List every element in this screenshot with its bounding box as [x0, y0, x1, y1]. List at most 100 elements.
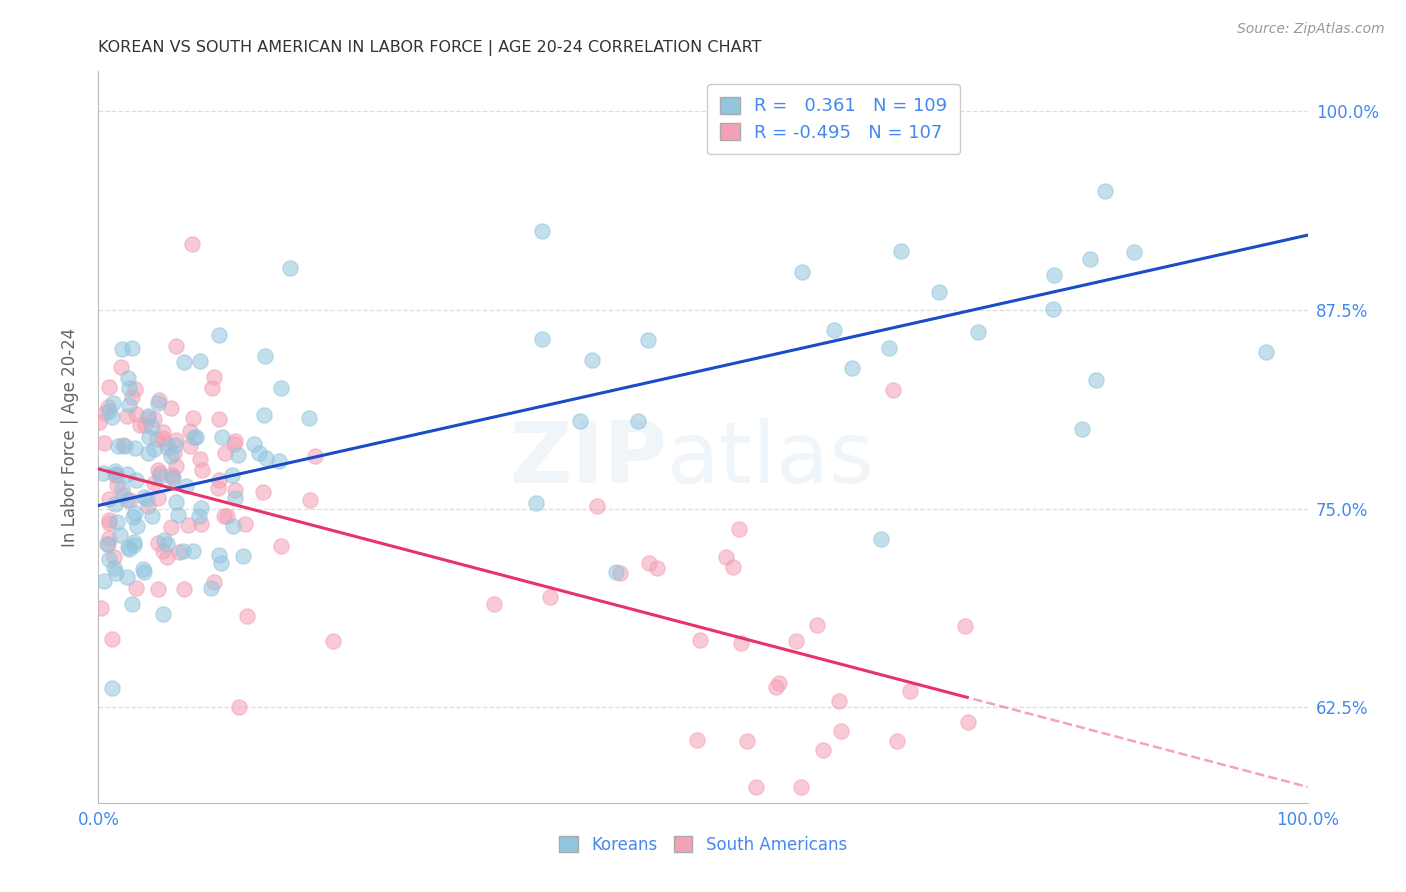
Point: [104, 497, 127, 511]
Point: [898, 683, 921, 698]
Point: [222, 519, 245, 533]
Point: [138, 430, 160, 444]
Point: [115, 467, 138, 481]
Point: [212, 508, 235, 523]
Point: [267, 454, 290, 468]
Point: [886, 733, 908, 747]
Point: [160, 450, 183, 464]
Point: [890, 244, 912, 258]
Point: [96, 537, 118, 551]
Point: [183, 430, 205, 444]
Point: [122, 534, 145, 549]
Point: [179, 439, 201, 453]
Point: [298, 411, 321, 425]
Point: [110, 360, 132, 375]
Point: [98, 513, 121, 527]
Point: [156, 537, 179, 551]
Point: [188, 354, 211, 368]
Point: [91, 466, 114, 480]
Point: [143, 476, 166, 491]
Point: [806, 618, 828, 632]
Point: [967, 325, 990, 339]
Point: [129, 418, 152, 433]
Point: [160, 467, 183, 482]
Point: [152, 607, 174, 622]
Text: KOREAN VS SOUTH AMERICAN IN LABOR FORCE | AGE 20-24 CORRELATION CHART: KOREAN VS SOUTH AMERICAN IN LABOR FORCE …: [98, 40, 762, 56]
Point: [104, 566, 127, 580]
Point: [118, 541, 141, 556]
Point: [97, 537, 120, 551]
Point: [714, 549, 737, 564]
Point: [111, 342, 134, 356]
Point: [789, 780, 811, 794]
Point: [167, 545, 190, 559]
Point: [531, 224, 554, 238]
Point: [105, 515, 128, 529]
Point: [208, 548, 231, 562]
Point: [87, 415, 110, 429]
Point: [247, 446, 270, 460]
Point: [105, 478, 128, 492]
Point: [146, 491, 169, 505]
Point: [252, 484, 274, 499]
Point: [745, 780, 768, 794]
Point: [165, 458, 187, 473]
Point: [118, 493, 141, 508]
Point: [200, 581, 222, 595]
Point: [117, 381, 139, 395]
Point: [111, 438, 134, 452]
Point: [163, 438, 186, 452]
Point: [138, 409, 160, 424]
Point: [142, 412, 165, 426]
Point: [202, 574, 225, 589]
Point: [243, 436, 266, 450]
Point: [115, 409, 138, 424]
Point: [146, 433, 169, 447]
Point: [132, 561, 155, 575]
Point: [173, 355, 195, 369]
Point: [179, 424, 201, 438]
Point: [233, 517, 256, 532]
Point: [152, 533, 174, 547]
Point: [135, 492, 157, 507]
Point: [190, 516, 212, 531]
Point: [204, 369, 226, 384]
Point: [141, 419, 163, 434]
Point: [254, 451, 277, 466]
Point: [149, 468, 172, 483]
Point: [177, 518, 200, 533]
Point: [111, 488, 134, 502]
Point: [215, 509, 238, 524]
Point: [97, 492, 120, 507]
Point: [627, 414, 650, 428]
Point: [163, 446, 186, 460]
Point: [155, 436, 177, 450]
Point: [96, 401, 118, 415]
Point: [768, 675, 790, 690]
Point: [180, 236, 202, 251]
Point: [841, 361, 863, 376]
Point: [689, 633, 711, 648]
Point: [136, 446, 159, 460]
Point: [103, 561, 125, 575]
Point: [304, 449, 326, 463]
Point: [152, 544, 174, 558]
Point: [201, 381, 224, 395]
Point: [118, 398, 141, 412]
Point: [108, 527, 131, 541]
Point: [181, 410, 204, 425]
Point: [146, 582, 169, 596]
Point: [103, 396, 125, 410]
Point: [278, 261, 301, 276]
Point: [121, 597, 143, 611]
Point: [1043, 268, 1066, 283]
Point: [882, 384, 904, 398]
Point: [165, 339, 187, 353]
Point: [97, 532, 120, 546]
Point: [122, 509, 145, 524]
Point: [530, 332, 553, 346]
Point: [160, 520, 183, 534]
Point: [645, 560, 668, 574]
Point: [299, 492, 322, 507]
Point: [172, 543, 194, 558]
